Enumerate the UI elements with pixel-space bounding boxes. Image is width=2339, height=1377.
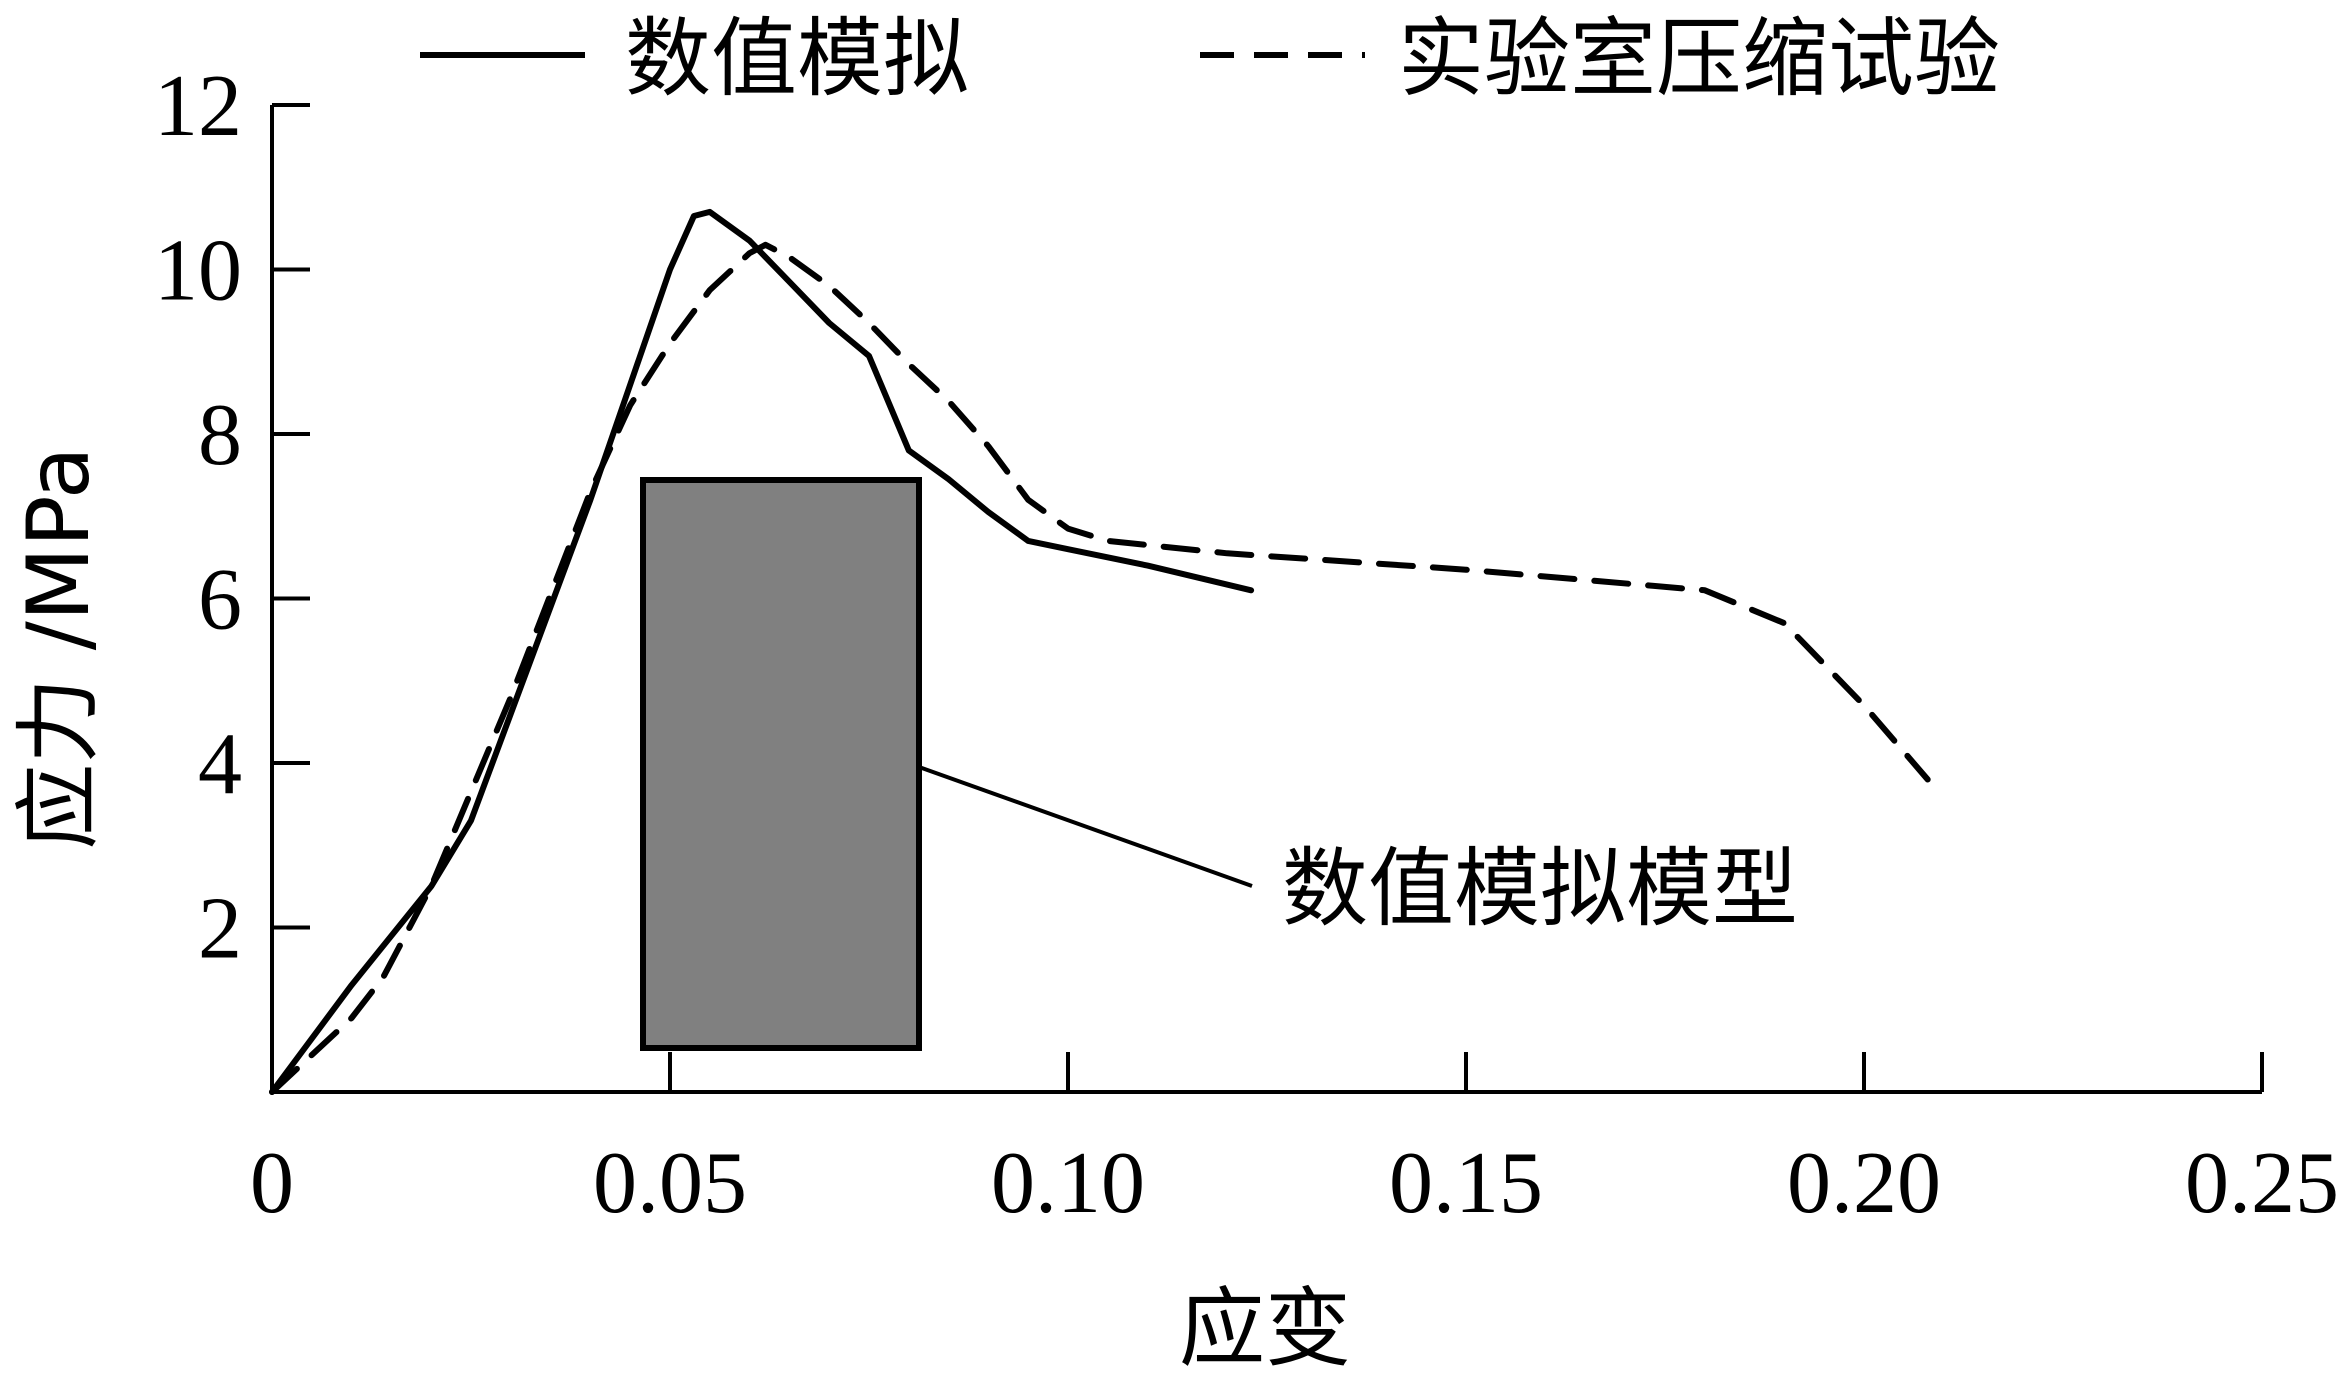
series-layer	[269, 208, 1931, 1095]
x-tick-label: 0.25	[2185, 1135, 2339, 1232]
legend-label-numerical: 数值模拟	[625, 9, 969, 109]
x-tick-label: 0.05	[593, 1135, 747, 1232]
x-tick-label: 0.20	[1787, 1135, 1941, 1232]
y-tick-label: 4	[198, 716, 242, 813]
x-tick-label: 0.10	[991, 1135, 1145, 1232]
annotation-label: 数值模拟模型	[1282, 839, 1798, 939]
legend-label-experiment: 实验室压缩试验	[1398, 9, 2000, 109]
y-axis-title: 应力 /MPa	[9, 446, 109, 849]
sample-model-box	[640, 477, 922, 1051]
y-tick-label: 8	[198, 387, 242, 484]
x-axis-title: 应变	[1179, 1279, 1351, 1377]
series-line-numerical-simulation	[269, 208, 1255, 1095]
series-line-lab-compression-test	[269, 241, 1931, 1095]
y-tick-label: 12	[154, 58, 242, 155]
y-tick-label: 2	[198, 881, 242, 978]
legend: 数值模拟 实验室压缩试验	[420, 9, 2000, 109]
x-tick-label: 0	[250, 1135, 294, 1232]
y-tick-label: 10	[154, 223, 242, 320]
axes	[270, 105, 2262, 1094]
x-tick-label: 0.15	[1389, 1135, 1543, 1232]
ticks: 0 0.05 0.10 0.15 0.20 0.25 2 4 6 8 10 12	[154, 58, 2339, 1232]
annotation-leader-line	[918, 765, 1253, 888]
y-tick-label: 6	[198, 552, 242, 649]
sample-annotation: 数值模拟模型	[640, 477, 1798, 1051]
